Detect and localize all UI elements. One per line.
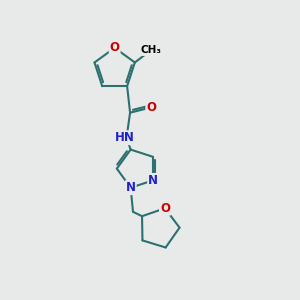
Text: HN: HN (115, 131, 135, 144)
Text: O: O (146, 101, 156, 114)
Text: N: N (148, 174, 158, 187)
Text: O: O (160, 202, 170, 215)
Text: O: O (110, 41, 120, 54)
Text: CH₃: CH₃ (140, 45, 161, 55)
Text: N: N (126, 181, 136, 194)
